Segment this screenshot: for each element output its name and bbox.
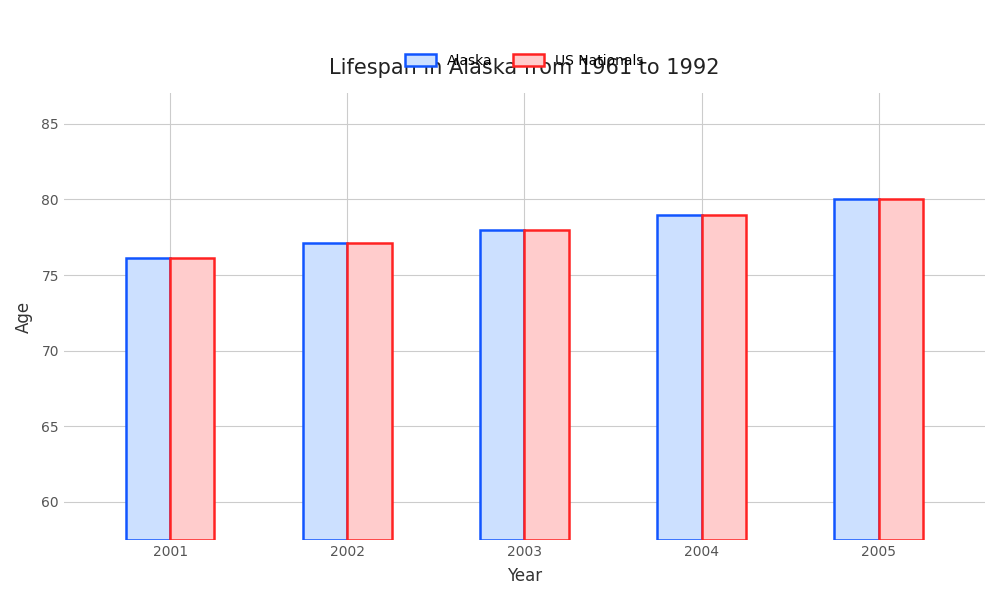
Title: Lifespan in Alaska from 1961 to 1992: Lifespan in Alaska from 1961 to 1992 [329,58,720,78]
Bar [702,215,746,540]
Y-axis label: Age: Age [15,301,33,333]
X-axis label: Year: Year [507,567,542,585]
Bar [834,199,879,540]
Bar [126,259,170,540]
Bar [879,199,923,540]
Bar [347,243,392,540]
Bar [303,243,347,540]
Bar [657,215,702,540]
Legend: Alaska, US Nationals: Alaska, US Nationals [398,47,650,75]
Bar [170,259,214,540]
Bar [524,230,569,540]
Bar [480,230,524,540]
